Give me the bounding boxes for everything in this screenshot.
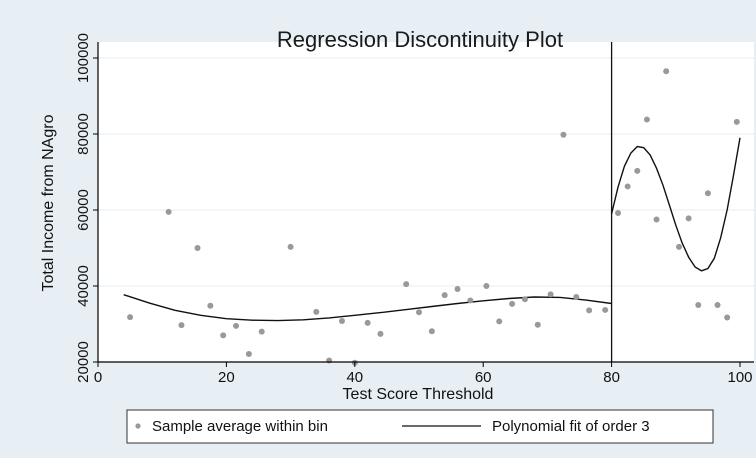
data-point-38 (676, 243, 683, 250)
data-point-35 (643, 116, 650, 123)
x-tick-label-2: 40 (346, 369, 363, 386)
data-point-44 (733, 118, 740, 125)
data-point-16 (403, 281, 410, 288)
data-point-26 (534, 321, 541, 328)
data-points (127, 68, 740, 366)
x-tick-label-3: 60 (475, 369, 492, 386)
legend-point-swatch (135, 423, 141, 429)
data-point-30 (586, 307, 593, 314)
y-tick-label-3: 80000 (75, 113, 92, 155)
x-axis-title: Test Score Threshold (343, 386, 494, 403)
legend-label-fit: Polynomial fit of order 3 (492, 418, 650, 435)
y-axis-title: Total Income from NAgro (40, 114, 57, 291)
y-tick-label-1: 40000 (75, 265, 92, 307)
plot-area-background (98, 42, 754, 362)
data-point-39 (685, 215, 692, 222)
data-point-8 (258, 328, 265, 335)
data-point-6 (233, 322, 240, 329)
legend-label-points: Sample average within bin (152, 418, 328, 435)
data-point-14 (364, 319, 371, 326)
data-point-34 (634, 167, 641, 174)
fit-line-segment-0 (123, 294, 612, 322)
data-point-27 (547, 291, 554, 298)
data-point-28 (560, 131, 567, 138)
data-point-40 (695, 302, 702, 308)
data-point-29 (573, 294, 580, 301)
data-point-7 (245, 351, 252, 358)
data-point-43 (724, 314, 731, 321)
data-point-41 (704, 190, 711, 197)
data-point-31 (602, 306, 609, 313)
data-point-12 (338, 317, 345, 324)
data-point-18 (428, 328, 435, 335)
data-point-2 (178, 322, 185, 329)
data-point-32 (615, 210, 622, 217)
data-point-25 (521, 296, 528, 303)
data-point-23 (496, 318, 503, 325)
data-point-21 (467, 297, 474, 304)
data-point-42 (714, 302, 721, 308)
legend-box (126, 409, 714, 444)
data-point-37 (663, 68, 670, 75)
data-point-33 (624, 183, 631, 190)
data-point-20 (454, 286, 461, 293)
data-point-5 (220, 332, 227, 339)
fit-line-segment-1 (610, 137, 741, 272)
data-point-24 (509, 300, 516, 307)
data-point-3 (194, 245, 201, 251)
chart-title: Regression Discontinuity Plot (277, 27, 563, 52)
x-tick-label-5: 100 (727, 369, 752, 386)
data-point-9 (287, 243, 294, 250)
fit-lines (123, 137, 741, 322)
x-tick-label-4: 80 (603, 369, 620, 386)
data-point-17 (416, 309, 422, 316)
axes (93, 42, 754, 367)
data-point-0 (127, 314, 134, 321)
y-tick-label-2: 60000 (75, 189, 92, 231)
y-tick-label-0: 20000 (75, 341, 92, 383)
y-tick-label-4: 100000 (75, 33, 92, 83)
x-tick-label-1: 20 (218, 369, 235, 386)
legend: Sample average within bin Polynomial fit… (126, 409, 714, 444)
data-point-10 (313, 308, 320, 315)
data-point-4 (207, 302, 214, 309)
data-point-36 (653, 216, 660, 223)
data-point-19 (441, 292, 448, 299)
data-point-22 (483, 283, 490, 289)
x-tick-label-0: 0 (94, 369, 102, 386)
data-point-15 (377, 330, 384, 337)
data-point-1 (165, 208, 172, 215)
tick-labels: 0 20 40 60 80 100 20000 40000 60000 80000 100000 (75, 33, 753, 386)
